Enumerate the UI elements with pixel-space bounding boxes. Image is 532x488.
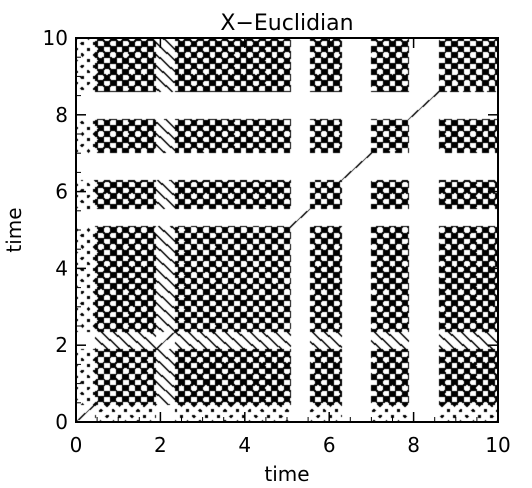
- x-tick-label: 8: [407, 433, 420, 457]
- x-tick-label: 6: [323, 433, 336, 457]
- y-axis: 0 2 4 6 8 10: [43, 26, 498, 434]
- y-tick-label: 4: [55, 256, 68, 280]
- chart-title: X−Euclidian: [220, 11, 353, 36]
- x-tick-label: 0: [70, 433, 83, 457]
- recurrence-matrix: [76, 38, 498, 422]
- y-tick-label: 10: [43, 26, 68, 50]
- x-tick-label: 2: [154, 433, 167, 457]
- y-tick-label: 6: [55, 180, 68, 204]
- y-tick-label: 8: [55, 103, 68, 127]
- x-axis-label: time: [264, 462, 309, 486]
- x-tick-label: 10: [485, 433, 510, 457]
- y-axis-label: time: [2, 207, 26, 252]
- y-tick-label: 0: [55, 410, 68, 434]
- y-tick-label: 2: [55, 333, 68, 357]
- plot-area: [76, 38, 498, 422]
- x-axis: 0 2 4 6 8 10: [70, 38, 511, 457]
- x-tick-label: 4: [238, 433, 251, 457]
